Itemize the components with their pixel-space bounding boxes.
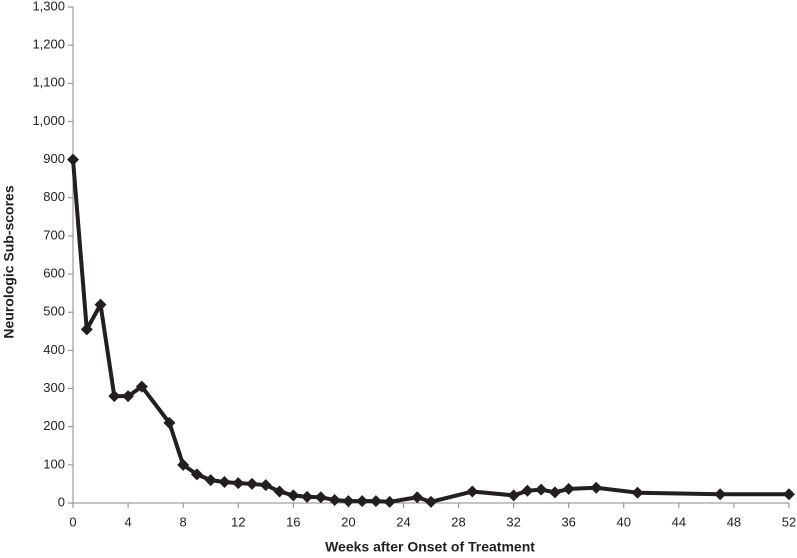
x-tick-label: 32 [506,514,520,529]
x-tick-label: 40 [617,514,631,529]
x-tick-label: 52 [782,514,796,529]
data-point [94,298,107,311]
x-tick-label: 0 [69,514,76,529]
data-point [314,491,327,504]
x-tick-label: 20 [341,514,355,529]
x-tick-label: 24 [396,514,410,529]
y-axis-title: Neurologic Sub-scores [1,185,17,338]
data-point [80,323,93,336]
data-point [548,486,561,499]
data-point [342,495,355,508]
y-tick-label: 0 [58,494,65,509]
data-point [714,488,727,501]
y-tick-label: 200 [43,418,65,433]
data-point [590,481,603,494]
x-tick-label: 8 [180,514,187,529]
data-point [232,477,245,490]
data-point [218,476,231,489]
y-tick-label: 400 [43,342,65,357]
data-point [631,486,644,499]
data-point [67,153,79,166]
data-point [328,493,341,506]
data-line [71,159,789,504]
data-point [356,495,369,508]
data-point [273,485,286,498]
data-point [122,390,135,403]
data-point [135,380,148,393]
data-point [411,491,424,504]
data-point [108,390,121,403]
y-tick-label: 600 [43,266,65,281]
data-point [783,488,795,501]
data-point [259,479,272,492]
y-tick-label: 1,300 [32,0,65,13]
y-tick-label: 900 [43,151,65,166]
y-tick-label: 700 [43,227,65,242]
data-point [369,495,382,508]
x-axis-title: Weeks after Onset of Treatment [325,539,535,555]
x-tick-label: 44 [672,514,686,529]
data-point [507,489,520,502]
x-tick-label: 16 [286,514,300,529]
data-point [204,474,217,487]
x-tick-label: 48 [727,514,741,529]
x-tick-label: 36 [561,514,575,529]
data-point [466,485,479,498]
y-tick-label: 100 [43,456,65,471]
data-point [562,482,575,495]
y-tick-label: 1,200 [32,37,65,52]
data-point [177,458,190,471]
y-tick-label: 500 [43,304,65,319]
y-tick-label: 1,000 [32,113,65,128]
data-point [301,490,314,503]
y-tick-label: 300 [43,380,65,395]
data-point [535,483,548,496]
data-point [190,468,203,481]
data-point [521,484,534,497]
x-tick-label: 12 [231,514,245,529]
x-tick-label: 4 [124,514,131,529]
data-point [425,495,437,508]
y-tick-label: 1,100 [32,75,65,90]
data-point [287,489,300,502]
y-tick-label: 800 [43,189,65,204]
x-tick-label: 28 [451,514,465,529]
data-point [163,416,176,429]
data-point [246,477,258,490]
data-point [383,495,396,508]
